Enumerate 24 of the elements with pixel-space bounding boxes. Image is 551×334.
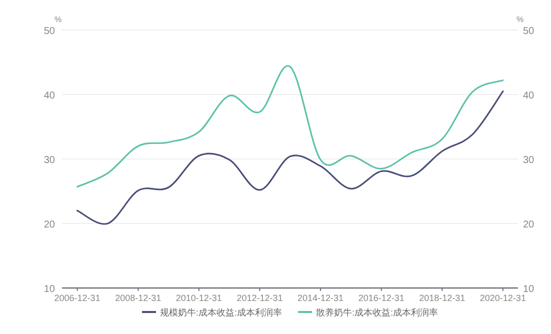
y2-tick-label: 30 [523, 155, 535, 166]
legend-label: 散养奶牛:成本收益:成本利润率 [316, 308, 438, 318]
y-tick-label: 50 [44, 26, 56, 37]
y2-tick-label: 50 [523, 26, 535, 37]
line-series [76, 66, 504, 188]
y-tick-label: 40 [44, 90, 56, 102]
y-tick-label: 20 [44, 220, 56, 230]
x-tick-label: 2016-12-31 [358, 293, 404, 303]
x-tick-label: 2020-12-31 [480, 293, 526, 303]
x-tick-label: 2018-12-31 [419, 293, 466, 303]
x-tick-label: 2014-12-31 [297, 293, 344, 303]
x-tick-label: 2008-12-31 [115, 293, 162, 303]
y-axis-title: % [54, 15, 62, 24]
line-series [76, 90, 504, 225]
x-tick-label: 2010-12-31 [176, 293, 222, 303]
y-tick-label: 30 [44, 155, 56, 166]
y2-tick-label: 10 [523, 284, 535, 295]
y-tick-label: 10 [44, 284, 56, 295]
y2-axis-title: % [516, 15, 524, 24]
legend-label: 规模奶牛:成本收益:成本利润率 [160, 308, 282, 318]
x-tick-label: 2006-12-31 [54, 293, 100, 303]
y2-tick-label: 40 [523, 90, 535, 102]
y2-tick-label: 20 [523, 220, 535, 230]
x-tick-label: 2012-12-31 [236, 293, 283, 303]
